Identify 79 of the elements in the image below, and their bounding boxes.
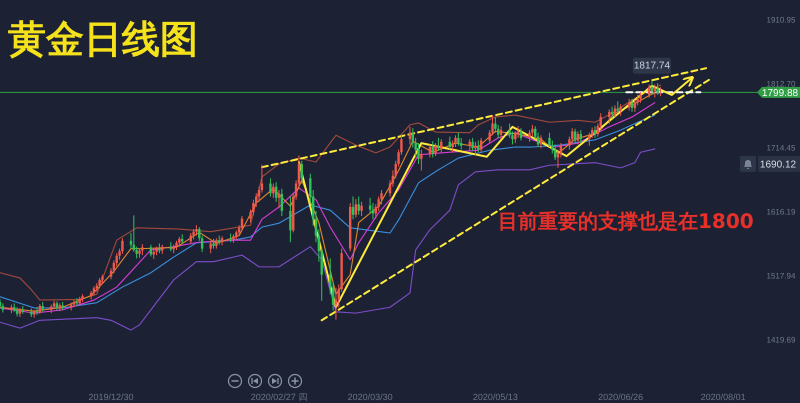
y-tick-label: 1812.70 xyxy=(766,80,796,89)
candlestick xyxy=(554,144,556,161)
candlestick xyxy=(289,196,292,243)
candlestick xyxy=(500,126,502,140)
x-tick-label: 2019/12/30 xyxy=(88,392,134,402)
candlestick xyxy=(477,140,480,153)
candlestick xyxy=(218,235,220,246)
candlestick xyxy=(38,303,42,314)
candlestick xyxy=(448,136,452,150)
candlestick xyxy=(334,287,338,320)
candlestick xyxy=(161,244,164,254)
candlestick xyxy=(18,307,22,318)
annotation: 目前重要的支撑也是在1800 xyxy=(498,209,754,233)
candlestick xyxy=(628,98,630,112)
candlestick xyxy=(152,248,155,260)
candlestick xyxy=(656,82,659,96)
candlestick xyxy=(457,132,460,146)
candlestick xyxy=(209,240,212,254)
candlestick xyxy=(540,134,542,149)
candlestick xyxy=(619,104,622,116)
candlestick xyxy=(576,130,580,145)
x-tick-label: 2020/05/13 xyxy=(472,392,518,402)
candlestick xyxy=(190,232,192,244)
ref-line-label: 1799.88 xyxy=(762,88,799,99)
candlestick xyxy=(480,137,482,153)
candlestick xyxy=(610,106,614,119)
candlestick xyxy=(170,242,172,252)
candlestick xyxy=(101,274,104,284)
candlestick xyxy=(56,300,58,312)
candlestick xyxy=(215,238,218,250)
annotation: 1817.74 xyxy=(634,60,670,72)
candlestick xyxy=(354,198,358,218)
y-tick-label: 1616.19 xyxy=(766,208,796,217)
candlestick xyxy=(428,144,432,158)
x-tick-label: 2020/08/01 xyxy=(700,392,746,402)
candlestick xyxy=(616,100,619,114)
y-tick-label: 1910.95 xyxy=(766,16,796,25)
candlestick xyxy=(654,84,656,98)
candlestick xyxy=(138,248,141,258)
candlestick xyxy=(280,188,284,217)
candlestick xyxy=(468,138,471,152)
candlestick xyxy=(272,182,275,198)
candlestick xyxy=(98,277,101,288)
candlestick xyxy=(437,137,440,152)
candlestick xyxy=(300,160,303,184)
candlestick xyxy=(639,92,642,104)
candlestick xyxy=(574,128,576,144)
candlestick xyxy=(195,224,198,236)
candlestick xyxy=(440,138,442,153)
candlestick xyxy=(608,108,610,124)
candlestick xyxy=(220,236,224,246)
candlestick xyxy=(358,196,360,216)
candlestick xyxy=(580,130,582,144)
candlestick xyxy=(274,182,278,202)
candlestick xyxy=(158,242,161,254)
candlestick xyxy=(2,302,4,313)
y-tick-label: 1714.45 xyxy=(766,144,796,153)
x-tick-label: 2020/03/30 xyxy=(348,392,393,402)
x-tick-label: 2020/06/26 xyxy=(598,392,644,402)
candlestick xyxy=(16,306,18,317)
candlestick xyxy=(648,84,650,98)
candlestick xyxy=(178,236,181,248)
candlestick xyxy=(360,201,363,217)
candlestick xyxy=(181,234,184,244)
candlestick xyxy=(474,141,477,156)
x-tick-label: 2020/02/27 四 xyxy=(250,392,308,402)
candlestick xyxy=(614,104,616,118)
candlestick xyxy=(141,244,144,256)
annotation: 1690.12 xyxy=(760,159,797,170)
candlestick xyxy=(434,142,437,157)
y-tick-label: 1517.94 xyxy=(766,272,796,281)
candlestick xyxy=(192,228,195,240)
candlestick xyxy=(420,149,423,171)
candlestick xyxy=(471,137,474,152)
text: 黄金日线图 xyxy=(8,17,198,61)
candlestick xyxy=(432,140,434,158)
candlestick xyxy=(42,302,44,312)
y-tick-label: 1419.69 xyxy=(766,336,796,345)
candlestick xyxy=(150,244,152,257)
